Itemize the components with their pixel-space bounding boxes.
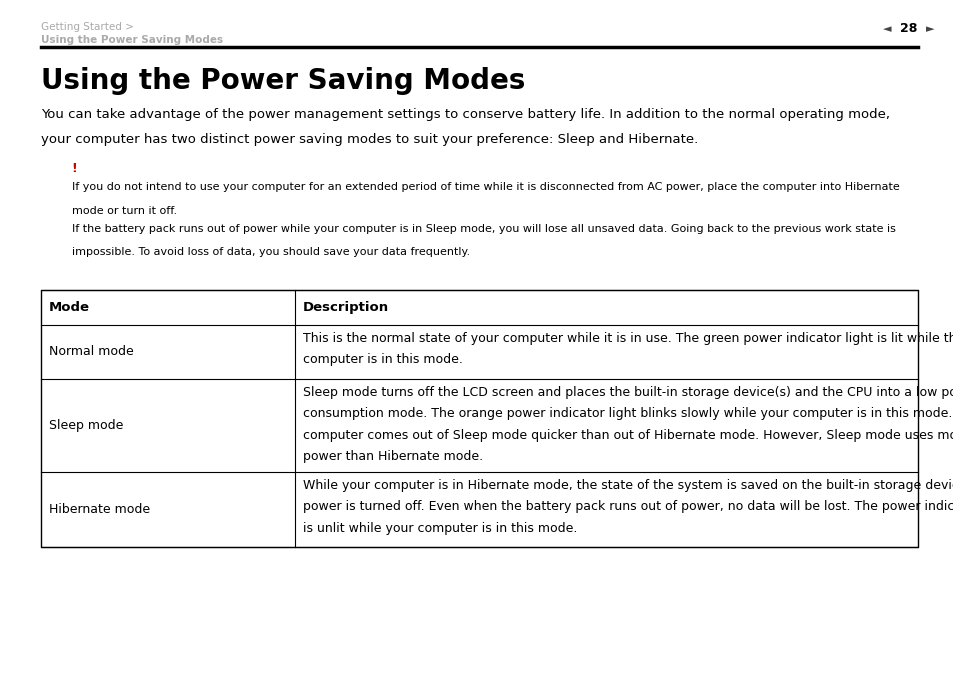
Text: ►: ► xyxy=(925,24,933,34)
Text: If you do not intend to use your computer for an extended period of time while i: If you do not intend to use your compute… xyxy=(71,182,899,192)
Text: impossible. To avoid loss of data, you should save your data frequently.: impossible. To avoid loss of data, you s… xyxy=(71,247,469,257)
Text: Description: Description xyxy=(303,301,389,314)
Text: is unlit while your computer is in this mode.: is unlit while your computer is in this … xyxy=(303,522,577,534)
Text: power than Hibernate mode.: power than Hibernate mode. xyxy=(303,450,482,463)
Text: mode or turn it off.: mode or turn it off. xyxy=(71,206,176,216)
Text: ◄: ◄ xyxy=(882,24,890,34)
Text: You can take advantage of the power management settings to conserve battery life: You can take advantage of the power mana… xyxy=(41,108,889,121)
Text: computer comes out of Sleep mode quicker than out of Hibernate mode. However, Sl: computer comes out of Sleep mode quicker… xyxy=(303,429,953,441)
Text: Hibernate mode: Hibernate mode xyxy=(49,503,150,516)
Text: Using the Power Saving Modes: Using the Power Saving Modes xyxy=(41,35,223,45)
Text: If the battery pack runs out of power while your computer is in Sleep mode, you : If the battery pack runs out of power wh… xyxy=(71,224,895,234)
Text: Using the Power Saving Modes: Using the Power Saving Modes xyxy=(41,67,525,96)
Text: your computer has two distinct power saving modes to suit your preference: Sleep: your computer has two distinct power sav… xyxy=(41,133,698,146)
Text: power is turned off. Even when the battery pack runs out of power, no data will : power is turned off. Even when the batte… xyxy=(303,500,953,513)
Text: !: ! xyxy=(71,162,77,175)
Text: consumption mode. The orange power indicator light blinks slowly while your comp: consumption mode. The orange power indic… xyxy=(303,407,953,420)
Text: Sleep mode turns off the LCD screen and places the built-in storage device(s) an: Sleep mode turns off the LCD screen and … xyxy=(303,386,953,398)
Text: Normal mode: Normal mode xyxy=(49,345,133,359)
Bar xyxy=(41,290,917,547)
Text: Sleep mode: Sleep mode xyxy=(49,419,123,432)
Text: Getting Started >: Getting Started > xyxy=(41,22,133,32)
Text: Mode: Mode xyxy=(49,301,90,314)
Text: computer is in this mode.: computer is in this mode. xyxy=(303,353,462,366)
Text: 28: 28 xyxy=(899,22,916,36)
Text: This is the normal state of your computer while it is in use. The green power in: This is the normal state of your compute… xyxy=(303,332,953,344)
Text: While your computer is in Hibernate mode, the state of the system is saved on th: While your computer is in Hibernate mode… xyxy=(303,479,953,491)
